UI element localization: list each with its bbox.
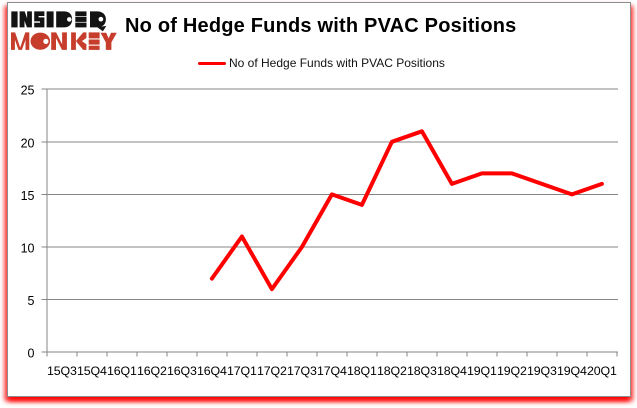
svg-text:16Q1: 16Q1 xyxy=(107,364,137,378)
svg-text:17Q1: 17Q1 xyxy=(227,364,257,378)
svg-text:25: 25 xyxy=(21,84,35,98)
svg-text:15Q3: 15Q3 xyxy=(47,364,77,378)
svg-text:10: 10 xyxy=(21,242,35,256)
svg-text:20: 20 xyxy=(21,136,35,150)
svg-text:18Q4: 18Q4 xyxy=(437,364,467,378)
svg-text:5: 5 xyxy=(28,294,35,308)
svg-text:19Q2: 19Q2 xyxy=(497,364,527,378)
svg-text:15Q4: 15Q4 xyxy=(77,364,107,378)
svg-text:20Q1: 20Q1 xyxy=(587,364,617,378)
svg-text:16Q4: 16Q4 xyxy=(197,364,227,378)
svg-text:15: 15 xyxy=(21,189,35,203)
svg-text:16Q3: 16Q3 xyxy=(167,364,197,378)
svg-text:18Q3: 18Q3 xyxy=(407,364,437,378)
svg-text:17Q4: 17Q4 xyxy=(317,364,347,378)
svg-text:19Q1: 19Q1 xyxy=(467,364,497,378)
svg-text:17Q2: 17Q2 xyxy=(257,364,287,378)
svg-text:18Q2: 18Q2 xyxy=(377,364,407,378)
svg-text:19Q4: 19Q4 xyxy=(557,364,587,378)
svg-text:19Q3: 19Q3 xyxy=(527,364,557,378)
svg-text:16Q2: 16Q2 xyxy=(137,364,167,378)
svg-text:18Q1: 18Q1 xyxy=(347,364,377,378)
svg-text:17Q3: 17Q3 xyxy=(287,364,317,378)
svg-text:0: 0 xyxy=(28,347,35,361)
